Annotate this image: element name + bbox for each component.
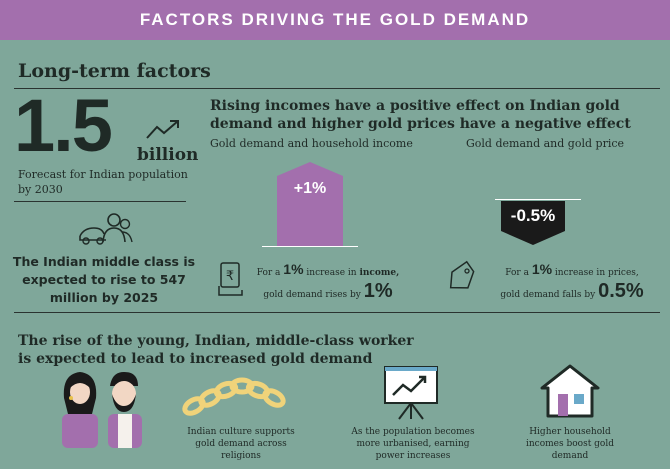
caption-text: For a [256, 268, 281, 278]
caption-amount: 1% [531, 261, 553, 277]
baseline [262, 246, 358, 247]
house-icon [540, 364, 600, 418]
price-tag-icon [449, 260, 475, 289]
caption-result: 1% [363, 280, 393, 302]
caption-text: gold demand falls by [500, 290, 596, 300]
population-caption: Forecast for Indian population by 2030 [18, 168, 188, 196]
rupee-hand-icon: ₹ [218, 262, 243, 296]
young-headline: The rise of the young, Indian, middle-cl… [18, 333, 414, 367]
income-panel-label: Gold demand and household income [210, 137, 413, 150]
caption-text: increase in prices, [554, 268, 639, 278]
price-panel-label: Gold demand and gold price [466, 137, 625, 150]
divider [14, 201, 186, 202]
caption-result: 0.5% [598, 280, 644, 302]
urbanised-caption: As the population becomes more urbanised… [351, 427, 475, 461]
caption-amount: 1% [283, 261, 304, 277]
divider [14, 312, 660, 313]
banner-title: FACTORS DRIVING THE GOLD DEMAND [0, 0, 670, 40]
middle-class-text: The Indian middle class is expected to r… [12, 254, 196, 305]
section-title: Long-term factors [18, 60, 211, 82]
incomes-headline: Rising incomes have a positive effect on… [210, 98, 631, 132]
income-value: +1% [293, 180, 327, 197]
trend-up-icon [146, 120, 179, 139]
svg-text:₹: ₹ [226, 269, 234, 284]
population-unit: billion [137, 145, 199, 165]
caption-keyword: income, [359, 268, 400, 278]
income-up-arrow [277, 162, 343, 246]
chart-board-icon [384, 366, 438, 420]
price-down-arrow [501, 201, 565, 245]
caption-text: gold demand rises by [263, 290, 361, 300]
couple-icon [62, 372, 142, 448]
price-caption: For a 1% increase in prices, gold demand… [484, 260, 660, 304]
caption-text: For a [505, 268, 529, 278]
household-caption: Higher household incomes boost gold dema… [526, 427, 614, 461]
caption-text: increase in [306, 268, 357, 278]
chain-icon [182, 377, 286, 416]
culture-caption: Indian culture supports gold demand acro… [187, 427, 295, 461]
divider [14, 88, 660, 89]
price-value: -0.5% [510, 206, 556, 225]
people-icon [79, 213, 133, 245]
baseline [495, 199, 581, 200]
population-number: 1.5 [14, 84, 113, 167]
income-caption: For a 1% increase in income, gold demand… [248, 260, 408, 304]
